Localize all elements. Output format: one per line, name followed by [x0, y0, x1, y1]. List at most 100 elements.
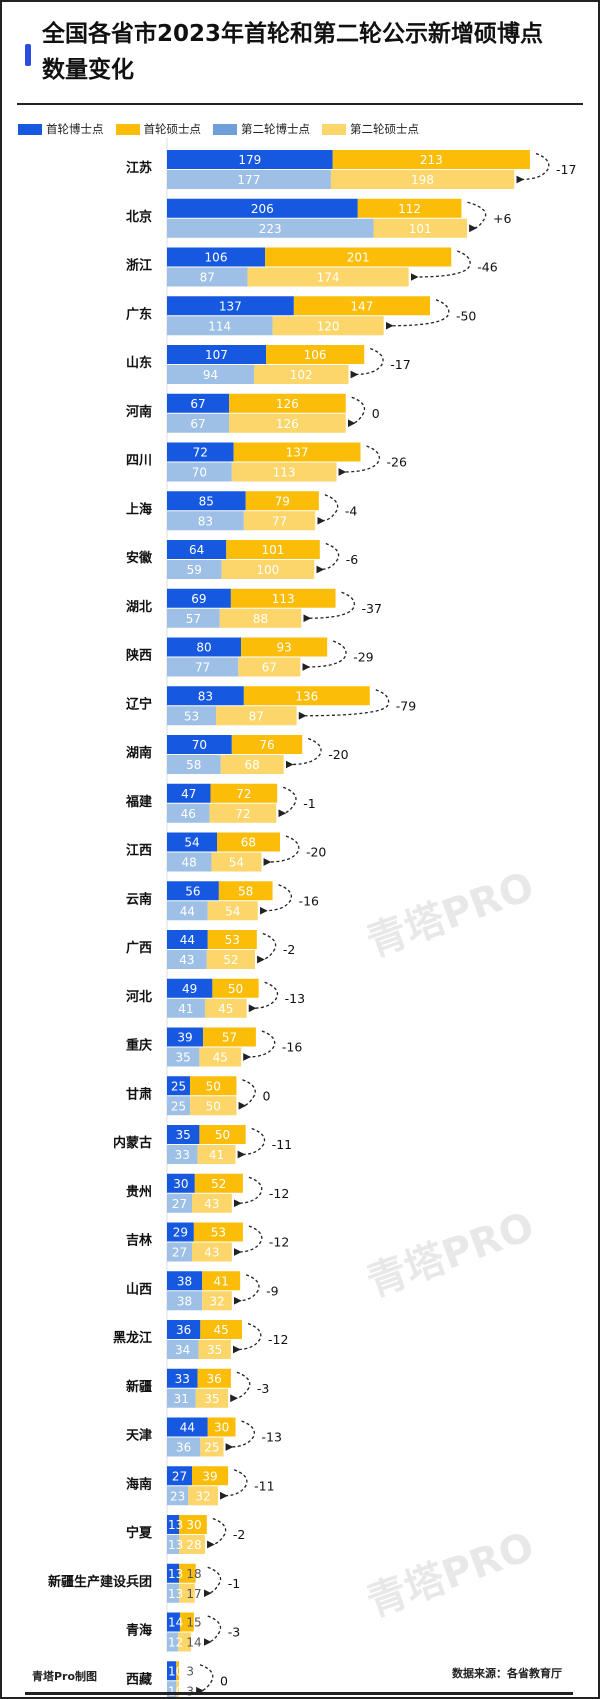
change-arrow: [196, 1664, 214, 1695]
bar-value-label: 25: [171, 1079, 186, 1093]
bar-value-label: 76: [259, 738, 274, 752]
bar-value-label: 107: [205, 348, 228, 362]
bar-value-label: 102: [290, 368, 313, 382]
bar-value-label: 39: [202, 1469, 217, 1483]
change-arrow: [207, 1517, 227, 1549]
bar-phd: [167, 755, 221, 774]
bar-phd: [167, 1583, 180, 1603]
bar-master: [197, 1368, 231, 1388]
bar-phd: [167, 1437, 201, 1457]
bar-value-label: 50: [206, 1099, 221, 1113]
bar-value-label: 34: [175, 1343, 190, 1357]
bar-phd: [167, 150, 333, 169]
bar-value-label: 174: [317, 271, 340, 285]
change-arrow: [516, 152, 550, 184]
bar-phd: [167, 1340, 199, 1359]
bar-master: [206, 950, 255, 969]
legend-swatch: [18, 123, 42, 135]
bar-master: [219, 608, 302, 628]
bar-phd: [167, 462, 232, 482]
title-divider: [17, 103, 583, 105]
bar-value-label: 68: [245, 758, 260, 772]
bar-phd: [167, 1125, 200, 1144]
bar-master: [230, 588, 336, 608]
bar-value-label: 3: [186, 1684, 194, 1698]
bar-value-label: 113: [273, 466, 296, 480]
bar-value-label: 54: [184, 836, 199, 850]
bar-value-label: 87: [249, 709, 264, 723]
bar-master: [266, 345, 365, 364]
change-arrow: [302, 640, 347, 671]
bar-master: [199, 1125, 246, 1144]
change-arrow: [298, 689, 390, 720]
change-arrow: [338, 445, 380, 476]
category-label: 上海: [126, 501, 152, 517]
bar-phd: [167, 491, 246, 511]
bar-value-label: 15: [186, 1616, 201, 1630]
bar-phd: [167, 1173, 195, 1193]
bar-phd: [167, 1535, 180, 1554]
bar-value-label: 54: [225, 904, 240, 918]
bar-master: [216, 706, 297, 726]
bar-phd: [167, 783, 211, 803]
bar-master: [200, 1320, 243, 1339]
category-label: 贵州: [126, 1184, 152, 1200]
bar-value-label: 100: [256, 563, 279, 577]
bar-value-label: 33: [175, 1148, 190, 1162]
bar-value-label: 32: [195, 1489, 210, 1503]
bar-master: [209, 803, 277, 823]
bar-value-label: 83: [198, 514, 213, 528]
bar-value-label: 46: [181, 807, 196, 821]
bar-value-label: 27: [172, 1246, 187, 1260]
bar-phd: [167, 316, 273, 336]
bar-value-label: 28: [186, 1538, 201, 1552]
change-arrow: [303, 591, 355, 623]
change-label: -13: [262, 1430, 282, 1445]
bar-value-label: 54: [229, 856, 244, 870]
bar-value-label: 10: [168, 1664, 183, 1678]
change-label: 0: [220, 1673, 228, 1688]
change-arrow: [385, 299, 450, 330]
bar-value-label: 25: [204, 1441, 219, 1455]
change-label: -2: [233, 1527, 245, 1542]
bar-master: [220, 755, 284, 774]
chart-title: 全国各省市2023年首轮和第二轮公示新增硕博点数量变化: [42, 21, 544, 83]
bar-phd: [167, 735, 232, 754]
bar-phd: [167, 930, 208, 949]
change-label: -37: [362, 601, 382, 616]
bar-phd: [167, 588, 231, 608]
bar-master: [207, 901, 258, 921]
bar-value-label: 43: [204, 1246, 219, 1260]
bar-master: [179, 1612, 194, 1632]
bar-value-label: 53: [225, 933, 240, 947]
change-arrow: [220, 1469, 248, 1500]
bar-value-label: 43: [179, 953, 194, 967]
bar-value-label: 23: [170, 1489, 185, 1503]
bar-phd: [167, 950, 207, 969]
bar-value-label: 88: [253, 612, 268, 626]
category-label: 辽宁: [126, 696, 152, 712]
bar-master: [221, 560, 315, 579]
bar-value-label: 147: [350, 299, 373, 313]
change-arrow: [230, 1371, 251, 1403]
bar-master: [179, 1535, 205, 1554]
category-label: 宁夏: [126, 1525, 153, 1541]
bar-master: [190, 1096, 237, 1116]
bar-master: [254, 365, 349, 384]
bar-phd: [167, 637, 242, 657]
change-label: -20: [328, 747, 348, 762]
bar-value-label: 38: [177, 1294, 192, 1308]
bar-value-label: 50: [215, 1128, 230, 1142]
change-label: -12: [269, 1235, 289, 1250]
bar-value-label: 198: [411, 173, 434, 187]
bar-phd: [167, 1076, 191, 1096]
legend-swatch: [115, 123, 140, 135]
category-label: 新疆: [126, 1379, 152, 1395]
bar-value-label: 67: [190, 397, 205, 411]
change-label: -26: [387, 455, 407, 470]
change-arrow: [232, 1322, 262, 1354]
change-arrow: [243, 1030, 276, 1061]
bar-master: [238, 657, 301, 677]
bar-master: [217, 832, 280, 852]
